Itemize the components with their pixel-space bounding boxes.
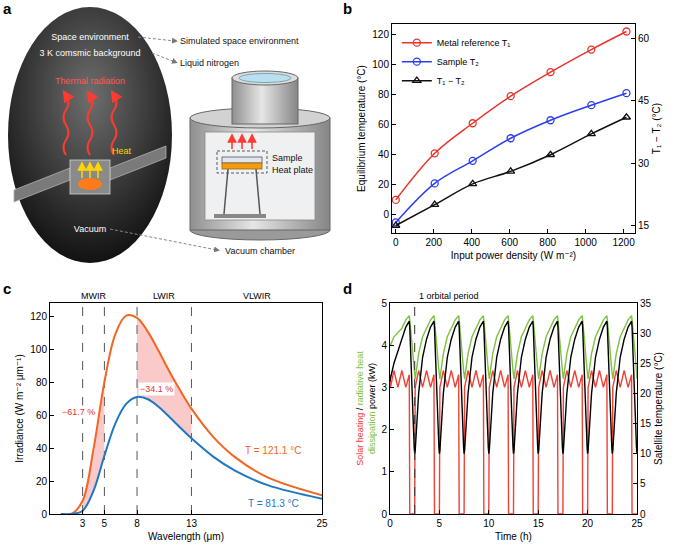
svg-text:25: 25 [640, 358, 652, 369]
svg-text:1 orbital period: 1 orbital period [419, 291, 479, 301]
svg-text:5: 5 [381, 298, 387, 309]
svg-text:15: 15 [533, 518, 545, 529]
html-text:b: b [343, 0, 353, 17]
svg-text:100: 100 [372, 59, 389, 70]
svg-text:MWIR: MWIR [81, 291, 106, 301]
svg-text:Input power density (W m⁻²): Input power density (W m⁻²) [451, 250, 576, 261]
svg-text:Equilibrium temperature (°C): Equilibrium temperature (°C) [356, 65, 367, 192]
svg-text:15: 15 [638, 220, 650, 231]
svg-text:−61.7 %: −61.7 % [62, 407, 95, 417]
svg-text:20: 20 [640, 388, 652, 399]
svg-text:Wavelength (μm): Wavelength (μm) [148, 531, 224, 542]
svg-text:1200: 1200 [612, 237, 635, 248]
svg-text:800: 800 [539, 237, 556, 248]
svg-text:4: 4 [381, 340, 387, 351]
svg-text:10: 10 [483, 518, 495, 529]
svg-text:600: 600 [501, 237, 518, 248]
svg-text:Heat plate: Heat plate [272, 165, 313, 175]
svg-text:VLWIR: VLWIR [243, 291, 271, 301]
svg-text:45: 45 [638, 95, 650, 106]
svg-text:T = 81.3 °C: T = 81.3 °C [248, 498, 299, 509]
svg-text:25: 25 [631, 518, 643, 529]
svg-text:Metal reference T₁: Metal reference T₁ [437, 38, 510, 48]
html-text:d: d [343, 280, 353, 297]
svg-text:T = 121.1 °C: T = 121.1 °C [245, 445, 301, 456]
svg-text:0: 0 [387, 518, 393, 529]
svg-text:20: 20 [36, 476, 48, 487]
svg-text:LWIR: LWIR [153, 291, 175, 301]
svg-text:25: 25 [316, 518, 328, 529]
svg-text:5: 5 [102, 518, 108, 529]
svg-text:120: 120 [30, 311, 47, 322]
svg-text:Solar heating / radiative heat: Solar heating / radiative heatdissipatio… [355, 351, 377, 466]
svg-text:3: 3 [381, 382, 387, 393]
html-text:a: a [3, 0, 12, 17]
svg-text:60: 60 [638, 33, 650, 44]
svg-text:T₁ − T₂: T₁ − T₂ [437, 76, 465, 86]
svg-text:10: 10 [640, 448, 652, 459]
svg-text:20: 20 [378, 179, 390, 190]
svg-text:3 K comsmic background: 3 K comsmic background [39, 48, 140, 58]
html-text:c: c [3, 280, 12, 297]
svg-text:1: 1 [381, 466, 387, 477]
svg-text:15: 15 [640, 418, 652, 429]
svg-text:100: 100 [30, 344, 47, 355]
svg-text:Thermal radiation: Thermal radiation [55, 76, 125, 86]
svg-text:120: 120 [372, 29, 389, 40]
svg-text:T₁ − T₂ (°C): T₁ − T₂ (°C) [651, 103, 662, 154]
svg-text:20: 20 [582, 518, 594, 529]
svg-text:30: 30 [640, 328, 652, 339]
svg-text:1000: 1000 [575, 237, 598, 248]
svg-text:60: 60 [378, 119, 390, 130]
svg-text:−34.1 %: −34.1 % [140, 384, 173, 394]
svg-text:200: 200 [425, 237, 442, 248]
svg-text:Vacuum chamber: Vacuum chamber [225, 246, 295, 256]
svg-text:400: 400 [463, 237, 480, 248]
svg-text:5: 5 [437, 518, 443, 529]
svg-text:Vacuum: Vacuum [74, 224, 106, 234]
svg-text:Irradiance (W m⁻² μm⁻¹): Irradiance (W m⁻² μm⁻¹) [14, 354, 25, 463]
svg-text:8: 8 [134, 518, 140, 529]
svg-text:3: 3 [80, 518, 86, 529]
svg-text:Satellite temperature (°C): Satellite temperature (°C) [653, 352, 664, 465]
svg-text:0: 0 [41, 509, 47, 520]
svg-text:Time (h): Time (h) [495, 531, 532, 542]
svg-text:30: 30 [638, 158, 650, 169]
svg-text:0: 0 [381, 509, 387, 520]
svg-text:Simulated space environment: Simulated space environment [180, 36, 299, 46]
svg-text:13: 13 [186, 518, 198, 529]
svg-text:2: 2 [381, 424, 387, 435]
svg-text:80: 80 [36, 377, 48, 388]
svg-text:Sample T₂: Sample T₂ [437, 57, 479, 67]
svg-text:Heat: Heat [112, 146, 132, 156]
svg-text:5: 5 [640, 478, 646, 489]
svg-text:35: 35 [640, 298, 652, 309]
svg-text:Sample: Sample [272, 153, 303, 163]
svg-text:0: 0 [640, 509, 646, 520]
svg-text:Space environment: Space environment [51, 32, 129, 42]
svg-text:60: 60 [36, 410, 48, 421]
svg-text:0: 0 [393, 237, 399, 248]
svg-text:0: 0 [383, 209, 389, 220]
svg-text:Liquid nitrogen: Liquid nitrogen [180, 58, 239, 68]
svg-text:80: 80 [378, 89, 390, 100]
svg-text:40: 40 [378, 149, 390, 160]
svg-text:40: 40 [36, 443, 48, 454]
